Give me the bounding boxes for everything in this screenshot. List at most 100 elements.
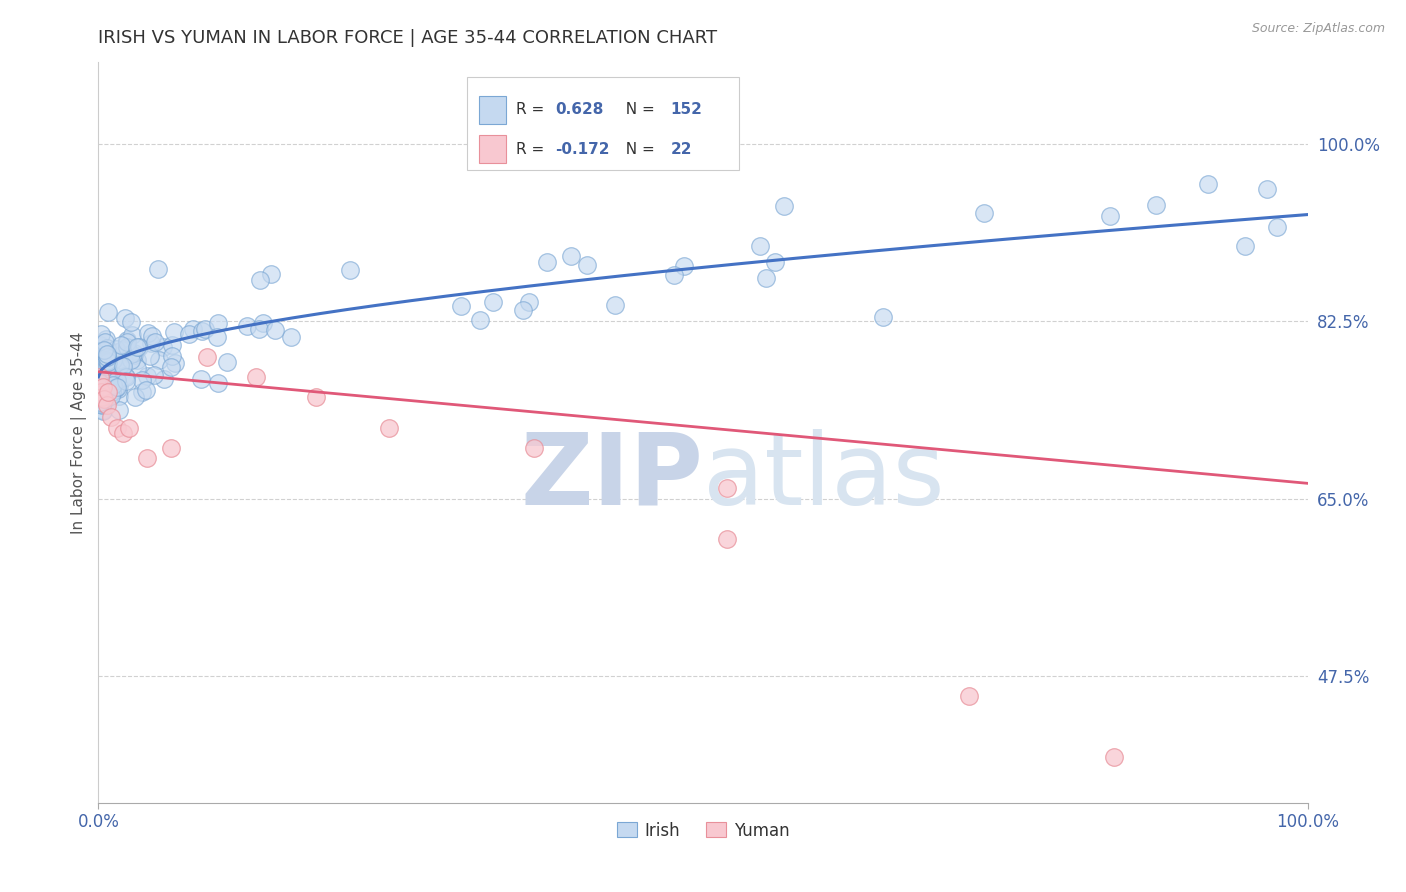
Point <box>96 350 118 364</box>
Point <box>115 374 138 388</box>
Point <box>118 420 141 434</box>
Point <box>1234 239 1257 253</box>
Text: R =: R = <box>516 142 548 157</box>
Point <box>91 390 114 404</box>
Point <box>100 359 122 374</box>
Point <box>195 350 218 364</box>
Point <box>89 363 111 377</box>
Point <box>135 450 157 465</box>
Point <box>89 369 111 384</box>
Point <box>96 398 118 412</box>
Point <box>1102 750 1125 764</box>
Point <box>100 389 122 403</box>
Point <box>603 298 626 312</box>
Point <box>135 383 157 397</box>
Point <box>673 259 696 273</box>
Point <box>90 326 112 341</box>
Point <box>89 376 111 390</box>
Point <box>575 258 598 272</box>
Text: IRISH VS YUMAN IN LABOR FORCE | AGE 35-44 CORRELATION CHART: IRISH VS YUMAN IN LABOR FORCE | AGE 35-4… <box>98 29 717 47</box>
FancyBboxPatch shape <box>479 136 506 163</box>
Point <box>207 316 229 330</box>
Point <box>105 420 128 434</box>
Point <box>115 340 138 354</box>
Point <box>96 359 118 373</box>
Text: 0.628: 0.628 <box>555 103 603 117</box>
Point <box>121 327 143 342</box>
Point <box>120 315 142 329</box>
Point <box>89 338 111 352</box>
Point <box>112 353 135 368</box>
Point <box>97 367 120 381</box>
Point <box>127 352 149 367</box>
Text: ZIP: ZIP <box>520 428 703 525</box>
Point <box>94 332 117 346</box>
Point <box>163 325 186 339</box>
Point <box>107 345 129 359</box>
Point <box>91 403 114 417</box>
Point <box>90 392 112 407</box>
Point <box>468 313 491 327</box>
Point <box>111 425 134 440</box>
Point <box>749 238 772 252</box>
Point <box>160 360 183 375</box>
Point <box>215 355 238 369</box>
Point <box>91 367 114 381</box>
Point <box>763 254 786 268</box>
Point <box>114 370 136 384</box>
Point <box>194 321 217 335</box>
Point <box>1197 178 1219 192</box>
Point <box>249 273 271 287</box>
Point <box>716 482 738 496</box>
Text: R =: R = <box>516 103 548 117</box>
Point <box>107 382 129 396</box>
Text: atlas: atlas <box>703 428 945 525</box>
Point <box>115 334 138 349</box>
Point <box>89 358 111 372</box>
Point <box>110 337 132 351</box>
Point <box>560 249 582 263</box>
Point <box>97 354 120 368</box>
Point <box>91 398 114 412</box>
Point <box>89 351 111 366</box>
Point <box>139 335 162 350</box>
Point <box>96 390 118 404</box>
Point <box>94 353 117 368</box>
Point <box>190 371 212 385</box>
Point <box>160 349 183 363</box>
Point <box>112 359 135 373</box>
Point <box>131 384 153 399</box>
Point <box>94 349 117 363</box>
Point <box>103 353 125 368</box>
Point <box>131 373 153 387</box>
FancyBboxPatch shape <box>479 95 506 124</box>
Point <box>96 365 118 379</box>
Point <box>91 380 114 394</box>
Point <box>716 532 738 546</box>
Point <box>872 310 894 324</box>
Point <box>89 374 111 388</box>
Point <box>96 347 118 361</box>
Text: Source: ZipAtlas.com: Source: ZipAtlas.com <box>1251 22 1385 36</box>
Point <box>90 385 112 400</box>
Point <box>148 262 170 277</box>
Point <box>377 420 399 434</box>
Point <box>280 330 302 344</box>
Point <box>115 333 138 347</box>
Point <box>91 402 114 417</box>
Point <box>128 340 150 354</box>
Point <box>89 388 111 402</box>
Point <box>450 299 472 313</box>
Point <box>148 353 170 368</box>
Point <box>143 335 166 350</box>
Point <box>89 394 111 409</box>
Point <box>91 359 114 373</box>
Point <box>114 310 136 325</box>
Point <box>90 360 112 375</box>
Y-axis label: In Labor Force | Age 35-44: In Labor Force | Age 35-44 <box>72 332 87 533</box>
Point <box>96 348 118 362</box>
Point <box>122 345 145 359</box>
Point <box>100 381 122 395</box>
Point <box>245 369 267 384</box>
Point <box>89 396 111 410</box>
